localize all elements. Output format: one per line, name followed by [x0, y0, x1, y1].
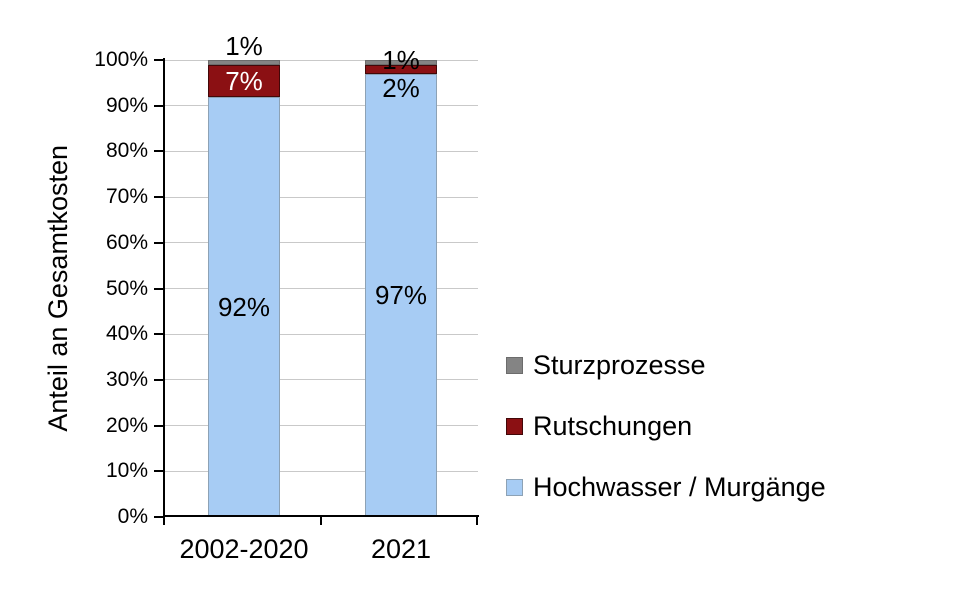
category-label: 2021: [370, 534, 432, 564]
legend-item: Hochwasser / Murgänge: [506, 472, 826, 502]
x-axis-tick: [163, 516, 165, 525]
y-tick-label: 40%: [105, 322, 148, 346]
gridline: [165, 59, 478, 61]
y-tick-labels: 0% 10% 20% 30% 40% 50% 60% 70% 80% 90% 100%: [0, 0, 148, 594]
y-axis-tick: [154, 59, 164, 61]
data-label: 97%: [374, 280, 428, 311]
y-axis-tick: [154, 470, 164, 473]
gridline: [165, 425, 478, 427]
data-label: 1%: [225, 31, 263, 61]
data-label: 92%: [217, 291, 271, 322]
legend-item: Sturzprozesse: [506, 350, 706, 380]
y-tick-label: 0%: [117, 505, 148, 528]
y-tick-label: 50%: [105, 276, 148, 300]
gridline: [165, 470, 478, 472]
legend-item: Rutschungen: [506, 411, 692, 441]
y-tick-label: 20%: [105, 413, 148, 437]
y-axis-tick: [154, 378, 164, 381]
data-label: 7%: [225, 65, 263, 96]
y-axis-tick: [154, 196, 164, 199]
legend-label: Sturzprozesse: [533, 350, 706, 380]
bar-segment: [365, 64, 437, 74]
x-axis-tick: [476, 516, 478, 525]
category-label: 2002-2020: [179, 534, 309, 564]
y-tick-label: 80%: [105, 139, 148, 163]
y-axis-tick: [154, 241, 164, 244]
legend-label: Rutschungen: [533, 411, 693, 441]
y-tick-label: 70%: [105, 185, 148, 209]
y-axis-tick: [154, 424, 164, 427]
legend-label: Hochwasser / Murgänge: [533, 472, 826, 502]
bar-segment: [208, 96, 280, 517]
plot-area: 92% 7% 1% 97% 2% 1%: [165, 33, 478, 517]
gridline: [165, 242, 478, 244]
legend-swatch: [506, 417, 523, 435]
y-axis-tick: [154, 333, 164, 336]
gridline: [165, 105, 478, 107]
gridline: [165, 288, 478, 289]
y-axis-tick: [154, 150, 164, 153]
y-axis-tick: [154, 516, 164, 518]
gridline: [165, 150, 478, 152]
y-axis-line: [163, 58, 165, 517]
bar-segment: [208, 60, 280, 65]
bar-segment: [365, 60, 437, 65]
gridline: [165, 333, 478, 335]
gridline: [165, 379, 478, 381]
data-label: 2%: [382, 72, 420, 103]
y-tick-label: 10%: [105, 459, 148, 483]
y-tick-label: 100%: [94, 48, 148, 71]
y-axis-tick: [154, 287, 164, 290]
bar-segment: [208, 64, 280, 97]
legend: Sturzprozesse Rutschungen Hochwasser / Mur…: [506, 350, 946, 520]
bar-segment: [365, 73, 437, 517]
gridline: [165, 196, 478, 198]
y-tick-label: 90%: [105, 93, 148, 117]
y-tick-label: 60%: [105, 230, 148, 254]
legend-swatch: [506, 478, 523, 496]
y-tick-label: 30%: [105, 367, 148, 391]
x-axis-tick: [320, 516, 322, 525]
legend-swatch: [506, 356, 523, 374]
y-axis-tick: [154, 104, 164, 107]
data-label: 1%: [382, 45, 420, 75]
